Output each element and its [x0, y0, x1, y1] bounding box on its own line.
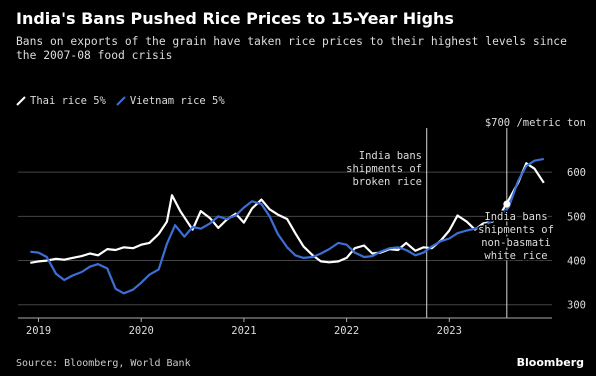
x-tick-label: 2021	[231, 325, 256, 337]
annotation-text-2: India bans	[484, 211, 547, 223]
legend-swatch-thai	[16, 96, 26, 106]
series-line-vietnam-rice	[30, 157, 545, 295]
legend-item-thai: Thai rice 5%	[16, 95, 106, 107]
annotation-marker	[503, 200, 511, 208]
legend-item-vietnam: Vietnam rice 5%	[116, 95, 225, 107]
x-tick-label: 2022	[334, 325, 359, 337]
chart-subtitle: Bans on exports of the grain have taken …	[16, 35, 567, 62]
x-tick-label: 2020	[129, 325, 154, 337]
annotation-text-1: India bans	[359, 150, 422, 162]
x-tick-label: 2023	[437, 325, 462, 337]
legend-swatch-vietnam	[116, 96, 126, 106]
annotation-text-2: shipments of	[478, 224, 554, 236]
legend-label-vietnam: Vietnam rice 5%	[129, 95, 225, 107]
annotation-lines	[426, 128, 508, 318]
annotation-text-1: broken rice	[352, 176, 422, 188]
grid-layer	[18, 171, 552, 306]
chart-title: India's Bans Pushed Rice Prices to 15-Ye…	[16, 9, 454, 28]
y-tick-label: 500	[567, 211, 586, 223]
annotation-text-2: non-basmati	[481, 237, 551, 249]
legend-label-thai: Thai rice 5%	[30, 95, 106, 107]
y-tick-label: 300	[567, 300, 586, 312]
y-tick-label: 400	[567, 256, 586, 268]
legend: Thai rice 5% Vietnam rice 5%	[16, 95, 235, 107]
annotation-text-1: shipments of	[346, 163, 422, 175]
y-axis-unit-label: $700 /metric ton	[485, 117, 586, 129]
series-line-thai-rice	[30, 162, 545, 264]
x-tick-label: 2019	[26, 325, 51, 337]
axis-layer: 300 400 500 600 2019 2020 2021 2022 2023	[18, 167, 586, 337]
source-note: Source: Bloomberg, World Bank	[16, 358, 191, 369]
y-tick-label: 600	[567, 167, 586, 179]
annotation-text-2: white rice	[484, 250, 547, 262]
bloomberg-logo: Bloomberg	[516, 356, 584, 369]
